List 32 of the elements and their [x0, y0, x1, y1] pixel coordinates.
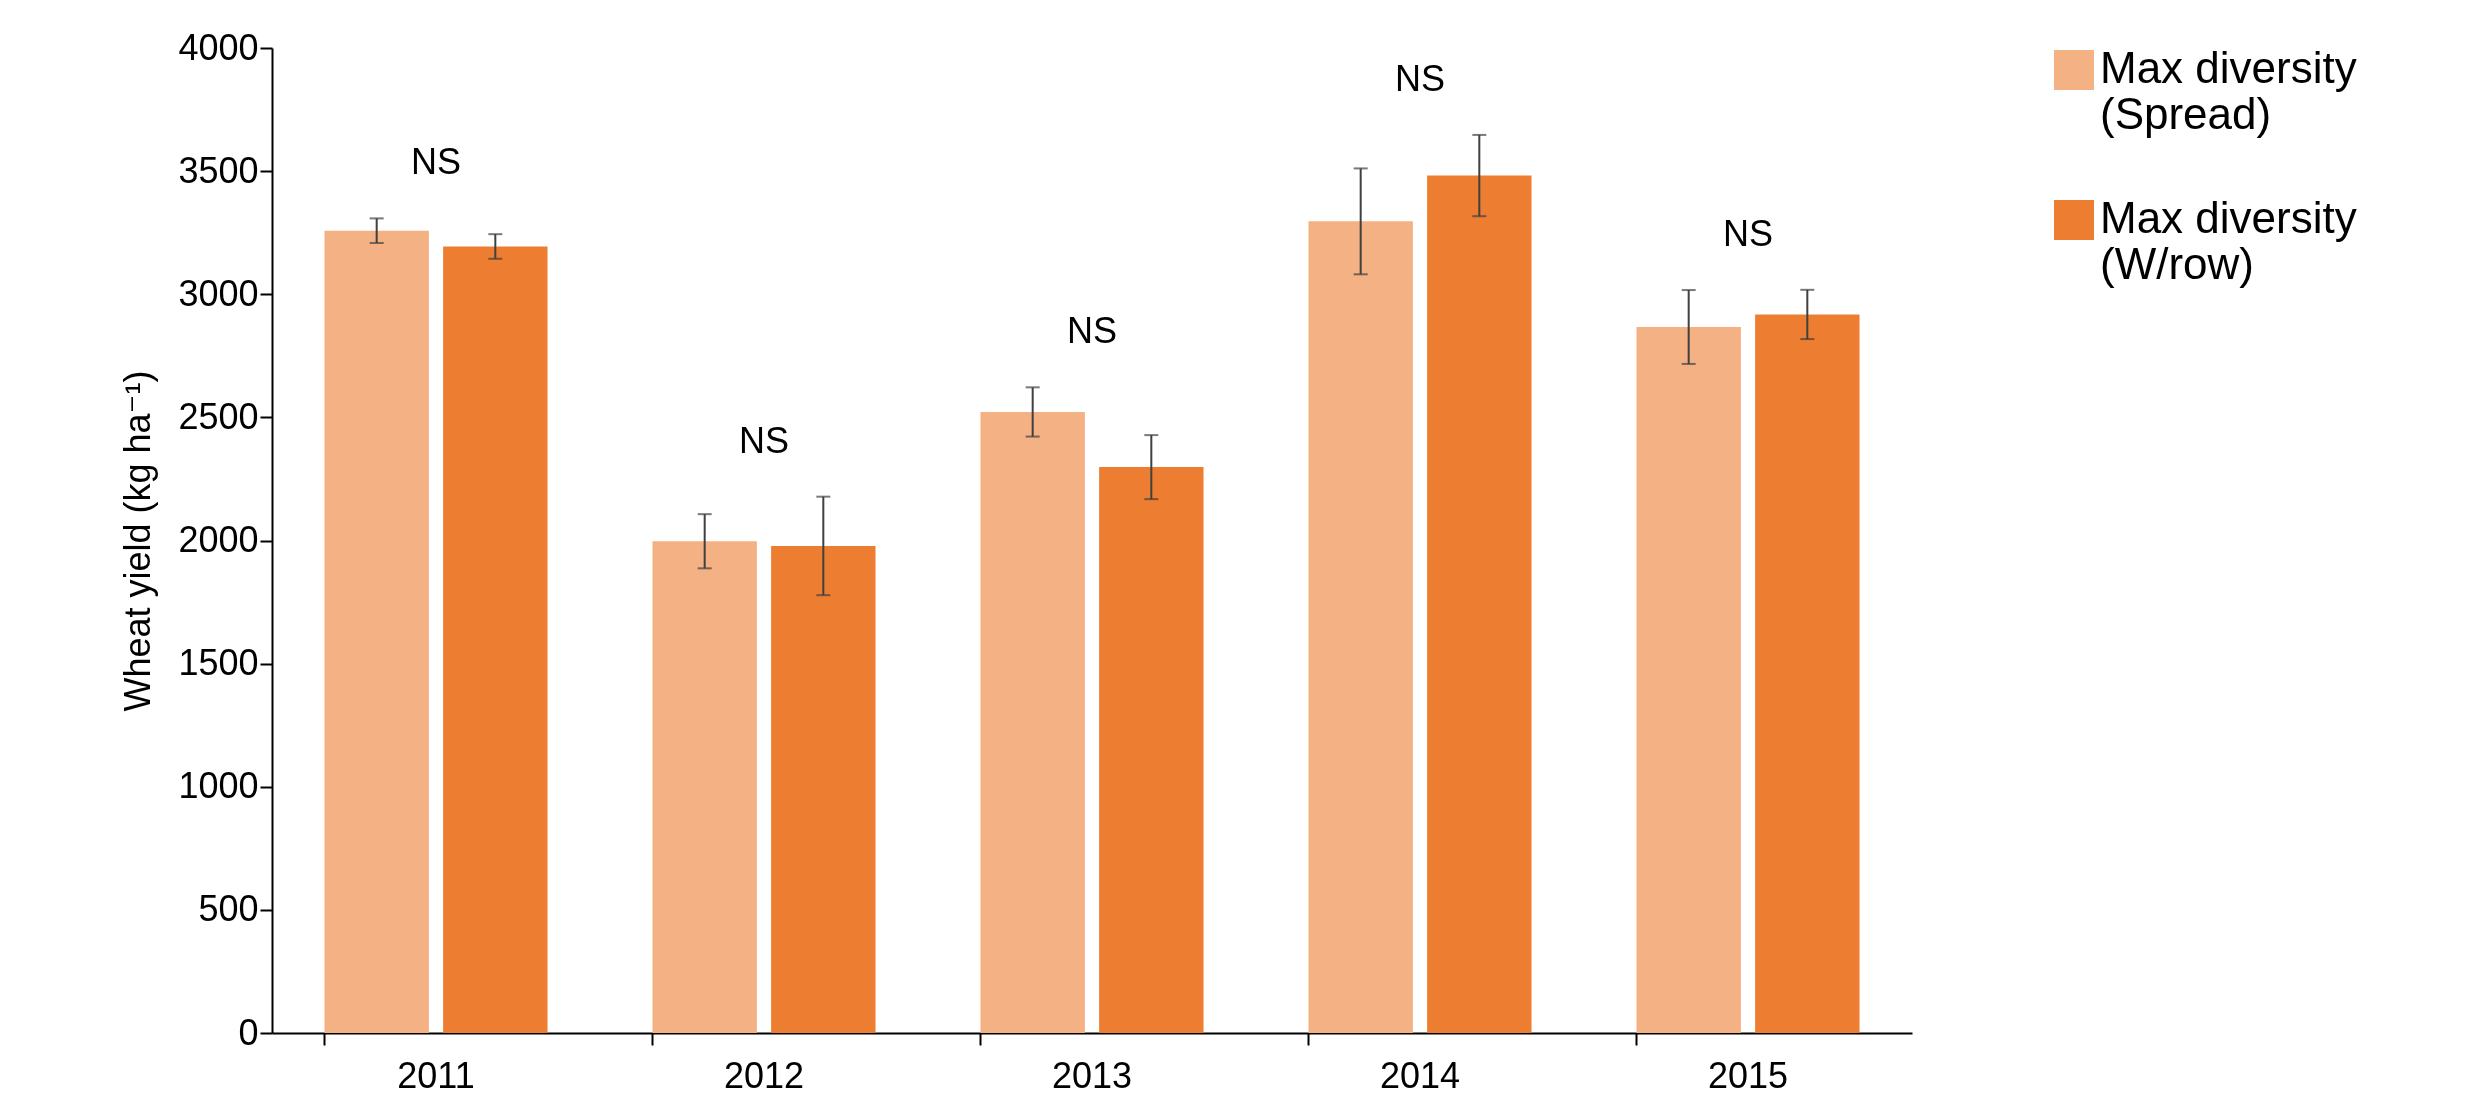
- y-axis-title: Wheat yield (kg ha⁻¹): [117, 370, 159, 712]
- bar: [1427, 175, 1532, 1033]
- bar: [771, 545, 876, 1033]
- bar: [1099, 467, 1204, 1033]
- y-tick-label: 3000: [178, 272, 259, 314]
- bar: [1755, 314, 1860, 1033]
- y-tick-label: 0: [238, 1011, 259, 1053]
- y-tick-label: 2500: [178, 395, 259, 437]
- annotation: NS: [738, 419, 790, 461]
- annotation: NS: [410, 141, 462, 183]
- bar: [443, 246, 548, 1033]
- y-tick-label: 2000: [178, 519, 259, 560]
- x-tick-label: 2013: [1051, 1054, 1133, 1096]
- x-tick-label: 2015: [1707, 1054, 1789, 1096]
- y-tick-label: 1500: [178, 642, 259, 684]
- bar: [652, 541, 757, 1033]
- y-tick-label: 3500: [178, 149, 259, 191]
- x-tick-label: 2012: [723, 1054, 805, 1096]
- annotation: NS: [1394, 57, 1446, 99]
- y-tick-label: 4000: [178, 26, 259, 68]
- x-tick-label: 2011: [397, 1054, 475, 1096]
- bar: [1308, 221, 1413, 1033]
- bar: [980, 411, 1085, 1033]
- bar: [324, 230, 429, 1033]
- bar: [1636, 327, 1741, 1033]
- legend-label: Max diversity (Spread): [2100, 43, 2357, 138]
- legend-label: Max diversity (W/row): [2100, 193, 2357, 288]
- x-tick-label: 2014: [1379, 1054, 1461, 1096]
- y-tick-label: 500: [198, 888, 259, 930]
- y-tick-label: 1000: [178, 765, 259, 807]
- annotation: NS: [1722, 212, 1774, 254]
- annotation: NS: [1066, 310, 1118, 352]
